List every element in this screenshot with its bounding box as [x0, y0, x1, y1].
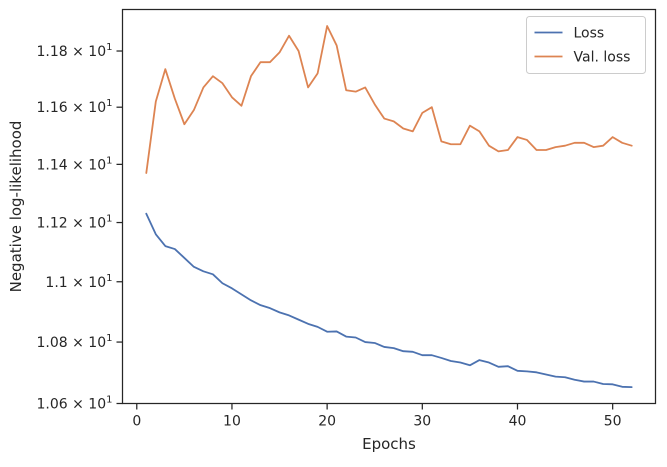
y-tick-label: 1.18 × 101	[37, 42, 113, 60]
y-tick-label: 1.08 × 101	[37, 333, 113, 351]
x-tick-label: 20	[318, 414, 336, 430]
series-layer	[145, 25, 633, 389]
plot-frame	[121, 8, 657, 405]
x-tick-label: 40	[509, 414, 527, 430]
y-tick-label: 1.06 × 101	[37, 395, 113, 413]
x-tick-label: 30	[413, 414, 431, 430]
series-line-loss	[145, 212, 633, 389]
y-tick-label: 1.1 × 101	[45, 273, 112, 291]
y-tick-label: 1.12 × 101	[37, 214, 113, 232]
x-axis-label: Epochs	[362, 435, 416, 453]
x-tick-label: 0	[132, 414, 141, 430]
legend: Loss Val. loss	[526, 16, 646, 74]
y-tick-label: 1.16 × 101	[37, 98, 113, 116]
x-tick-label: 50	[604, 414, 622, 430]
x-tick-label: 10	[223, 414, 241, 430]
legend-label: Loss	[574, 26, 605, 42]
axes-layer: 0 10 20 30 40 50 1.06 × 101 1.08 × 101 1.1 × 101…	[7, 42, 622, 453]
legend-box	[526, 16, 646, 74]
series-line-val-loss	[145, 25, 633, 174]
y-tick-label: 1.14 × 101	[37, 155, 113, 173]
legend-label: Val. loss	[574, 50, 631, 66]
y-axis-label: Negative log-likelihood	[7, 121, 25, 293]
